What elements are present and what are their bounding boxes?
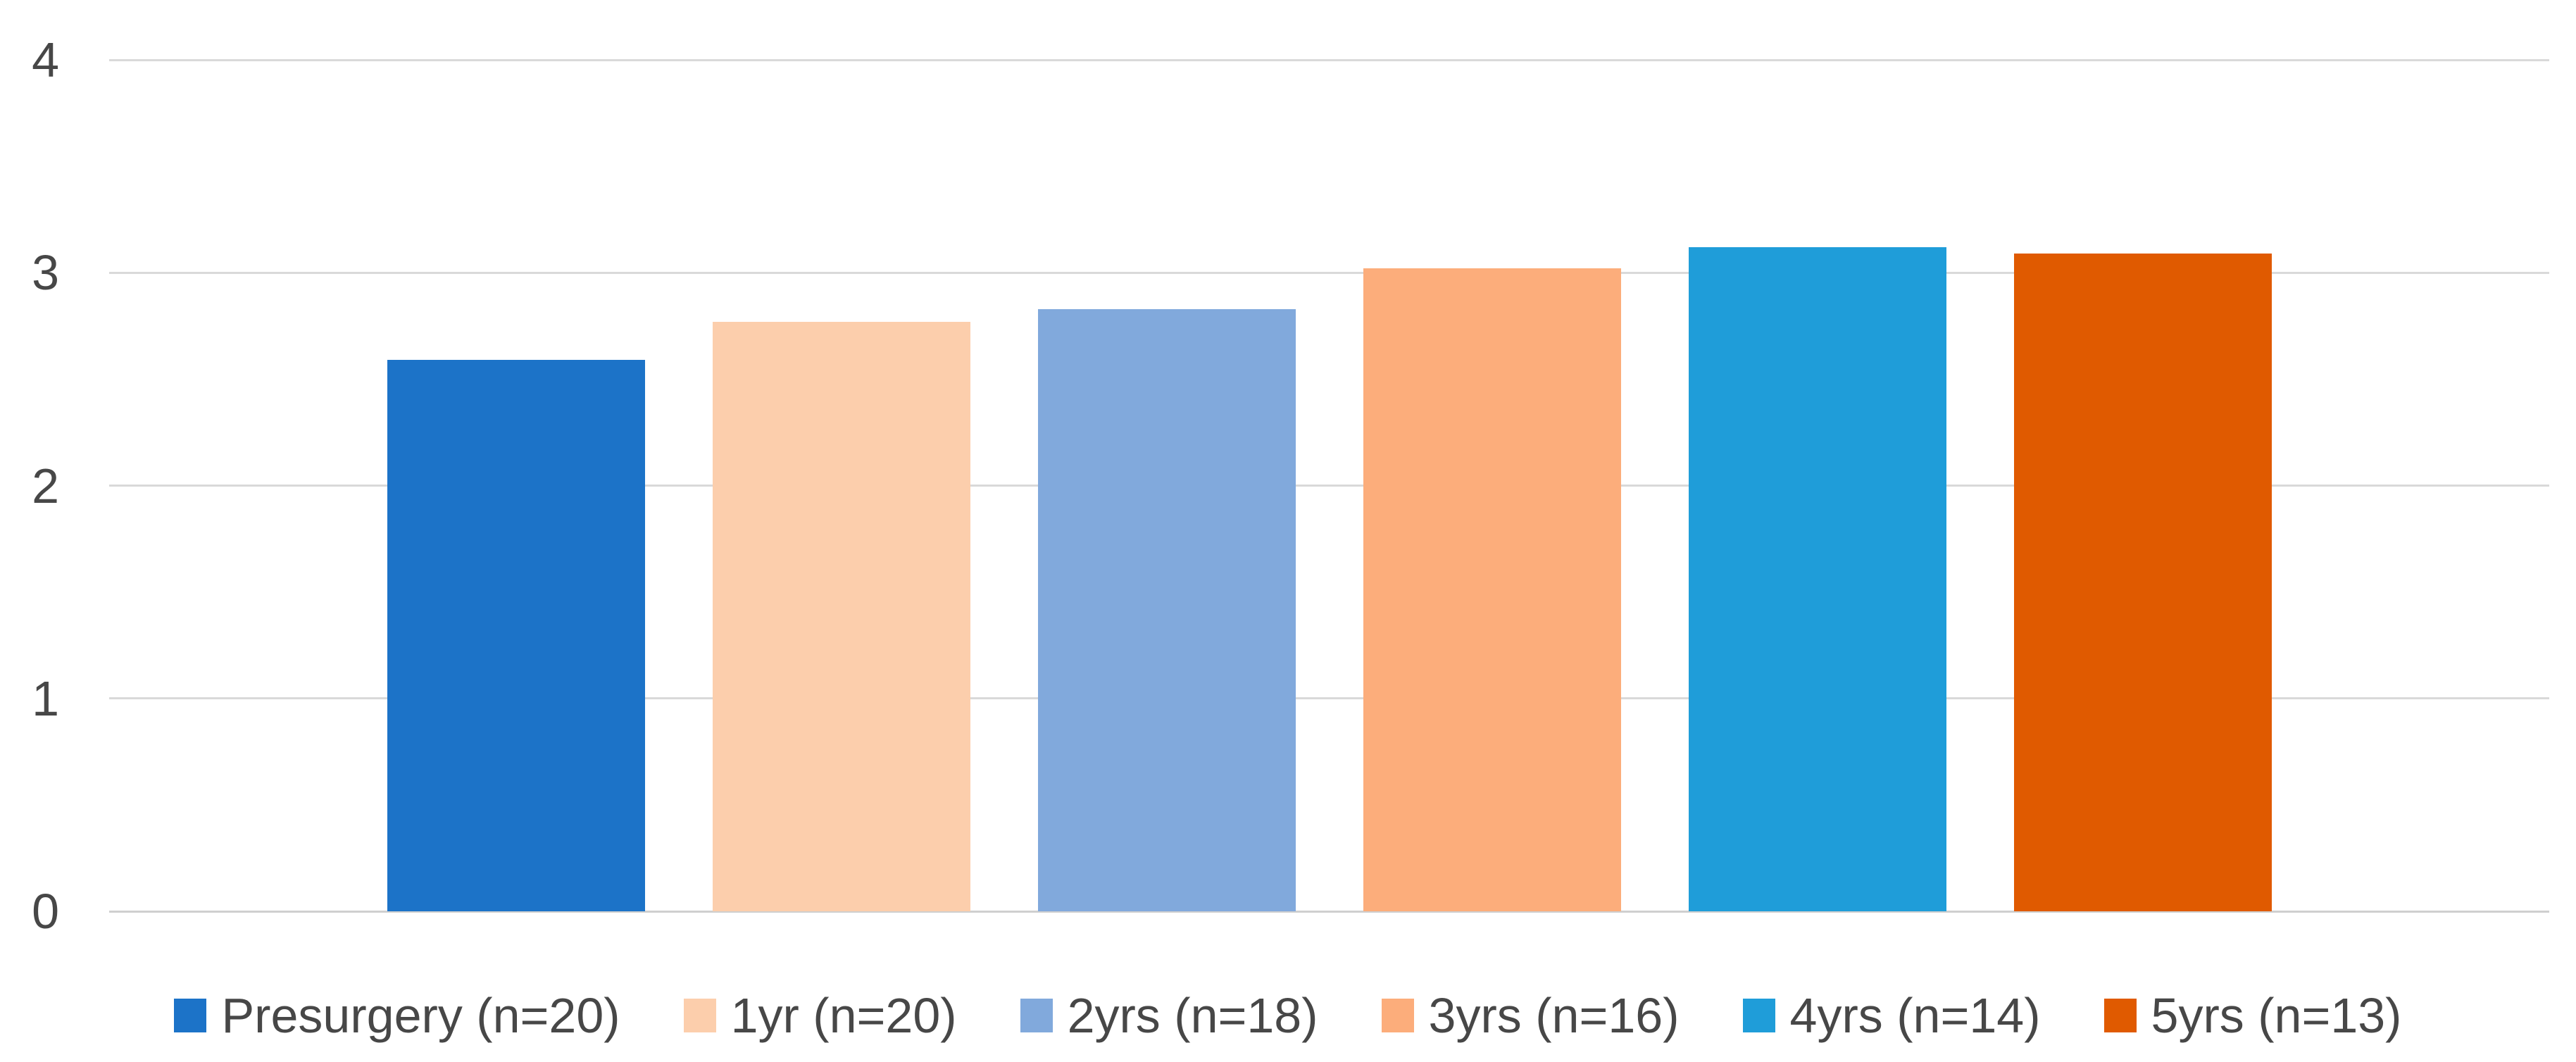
y-tick-label: 2 xyxy=(32,458,59,513)
legend-item-4: 3yrs (n=16) xyxy=(1381,985,1680,1046)
major-gridline xyxy=(109,697,2549,699)
legend-item-2: 1yr (n=20) xyxy=(683,985,957,1046)
major-gridline xyxy=(109,485,2549,487)
bar-series-1 xyxy=(387,360,645,911)
legend-swatch-icon xyxy=(174,999,207,1032)
bar-series-5 xyxy=(1688,247,1946,911)
bar-series-6 xyxy=(2013,254,2272,911)
legend-label: Presurgery (n=20) xyxy=(221,988,620,1043)
y-tick-label: 3 xyxy=(32,245,59,300)
legend-item-6: 5yrs (n=13) xyxy=(2103,985,2402,1046)
legend: Presurgery (n=20) 1yr (n=20) 2yrs (n=18) 3y… xyxy=(0,985,2576,1047)
legend-swatch-icon xyxy=(1020,999,1053,1032)
legend-item-3: 2yrs (n=18) xyxy=(1020,985,1318,1046)
legend-item-5: 4yrs (n=14) xyxy=(1742,985,2041,1046)
major-gridline xyxy=(109,59,2549,61)
bar-series-2 xyxy=(712,322,970,911)
bar-series-4 xyxy=(1363,268,1621,911)
bar-series-3 xyxy=(1037,309,1296,911)
legend-swatch-icon xyxy=(1742,999,1775,1032)
y-tick-label: 1 xyxy=(32,671,59,726)
y-tick-label: 4 xyxy=(32,32,59,87)
legend-label: 4yrs (n=14) xyxy=(1789,988,2041,1043)
legend-item-1: Presurgery (n=20) xyxy=(174,985,620,1046)
x-axis-line xyxy=(109,911,2549,913)
legend-swatch-icon xyxy=(1381,999,1414,1032)
legend-label: 3yrs (n=16) xyxy=(1428,988,1680,1043)
y-tick-label: 0 xyxy=(32,884,59,939)
legend-label: 5yrs (n=13) xyxy=(2151,988,2402,1043)
legend-label: 1yr (n=20) xyxy=(730,988,957,1043)
legend-label: 2yrs (n=18) xyxy=(1067,988,1318,1043)
legend-swatch-icon xyxy=(683,999,716,1032)
legend-swatch-icon xyxy=(2103,999,2137,1032)
major-gridline xyxy=(109,272,2549,274)
plot-area xyxy=(109,60,2549,911)
